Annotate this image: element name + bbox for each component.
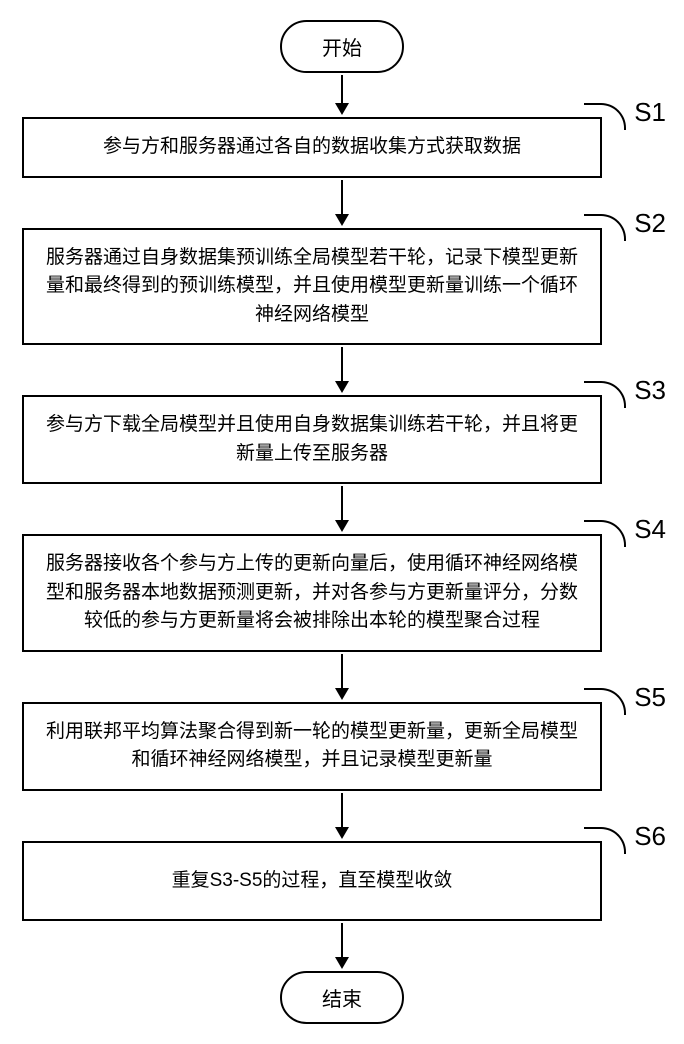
arrow [335, 923, 349, 969]
step-s4-box: 服务器接收各个参与方上传的更新向量后，使用循环神经网络模型和服务器本地数据预测更… [22, 534, 602, 652]
step-s4-label: S4 [634, 514, 666, 545]
start-terminal: 开始 [280, 20, 404, 73]
step-s1-label: S1 [634, 97, 666, 128]
step-s2-row: 服务器通过自身数据集预训练全局模型若干轮，记录下模型更新量和最终得到的预训练模型… [10, 228, 674, 346]
step-s5-row: 利用联邦平均算法聚合得到新一轮的模型更新量，更新全局模型和循环神经网络模型，并且… [10, 702, 674, 791]
step-s6-box: 重复S3-S5的过程，直至模型收敛 [22, 841, 602, 922]
arrow [335, 180, 349, 226]
step-s2-box: 服务器通过自身数据集预训练全局模型若干轮，记录下模型更新量和最终得到的预训练模型… [22, 228, 602, 346]
step-s3-row: 参与方下载全局模型并且使用自身数据集训练若干轮，并且将更新量上传至服务器 S3 [10, 395, 674, 484]
step-s3-label: S3 [634, 375, 666, 406]
step-s3-box: 参与方下载全局模型并且使用自身数据集训练若干轮，并且将更新量上传至服务器 [22, 395, 602, 484]
step-s6-row: 重复S3-S5的过程，直至模型收敛 S6 [10, 841, 674, 922]
flowchart-container: 开始 参与方和服务器通过各自的数据收集方式获取数据 S1 服务器通过自身数据集预… [10, 20, 674, 1024]
arrow [335, 486, 349, 532]
step-s1-row: 参与方和服务器通过各自的数据收集方式获取数据 S1 [10, 117, 674, 178]
arrow [335, 347, 349, 393]
arrow [335, 75, 349, 115]
step-s5-box: 利用联邦平均算法聚合得到新一轮的模型更新量，更新全局模型和循环神经网络模型，并且… [22, 702, 602, 791]
step-s5-label: S5 [634, 682, 666, 713]
step-s4-row: 服务器接收各个参与方上传的更新向量后，使用循环神经网络模型和服务器本地数据预测更… [10, 534, 674, 652]
step-s2-label: S2 [634, 208, 666, 239]
end-terminal: 结束 [280, 971, 404, 1024]
arrow [335, 793, 349, 839]
step-s1-box: 参与方和服务器通过各自的数据收集方式获取数据 [22, 117, 602, 178]
arrow [335, 654, 349, 700]
step-s6-label: S6 [634, 821, 666, 852]
